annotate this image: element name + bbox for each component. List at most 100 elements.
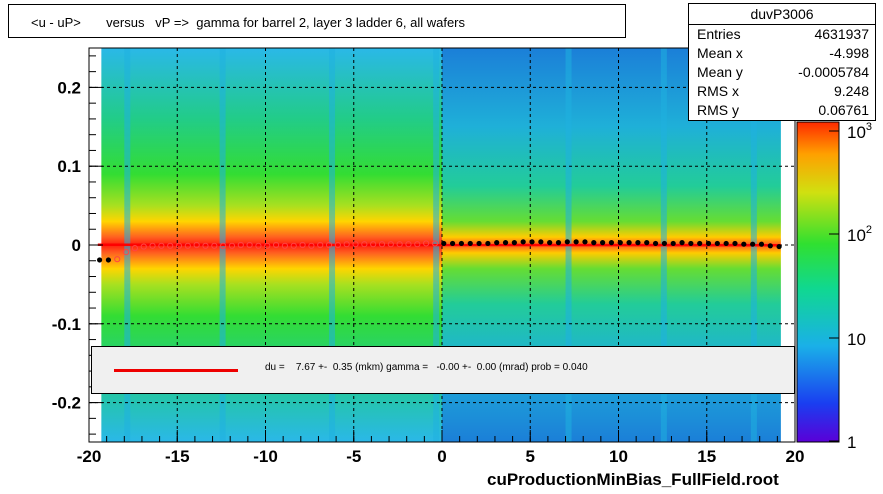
profile-point [387,241,394,248]
profile-point [652,240,659,247]
stats-label: RMS x [697,83,739,99]
profile-point [281,242,289,249]
x-tick-label: 20 [786,447,805,466]
z-tick-label: 1 [847,433,856,452]
x-tick-label: 0 [437,447,446,466]
profile-point [414,241,421,248]
profile-point [547,240,553,246]
profile-point [202,242,209,249]
profile-point [299,241,306,249]
profile-point [325,241,333,249]
profile-point [529,239,535,245]
profile-point [776,243,782,250]
profile-point [670,240,676,247]
stats-row: Mean x -4.998 [689,44,875,63]
fit-legend-line [114,369,238,372]
profile-point [167,242,174,249]
profile-point [626,240,632,246]
profile-point [361,241,368,248]
stats-value: 0.06761 [818,102,869,118]
y-tick-label: 0 [72,236,81,255]
y-tick-label: -0.1 [52,315,81,334]
profile-point [334,241,341,249]
profile-point [184,242,191,249]
profile-point [228,242,236,249]
profile-point [485,240,491,247]
profile-point [378,241,386,248]
profile-point [732,240,738,247]
profile-point [211,242,218,249]
profile-point [423,240,430,247]
profile-point [343,241,350,248]
profile-point [131,245,138,252]
profile-point [96,257,103,263]
x-tick-label: -5 [346,447,361,466]
profile-point [573,239,579,245]
stats-row: Mean y -0.0005784 [689,63,875,82]
profile-point [494,240,500,246]
profile-point [255,242,262,249]
profile-point [502,240,509,246]
profile-point [396,241,403,248]
y-tick-label: 0.2 [57,78,81,97]
profile-point [220,242,227,249]
stats-box: duvP3006 Entries 4631937 Mean x -4.998 Mea… [688,3,876,121]
profile-point [758,241,765,247]
z-tick-label: 102 [847,224,872,245]
stats-value: 9.248 [833,83,869,99]
profile-point [600,240,606,246]
profile-point [644,240,650,246]
profile-point [741,241,747,247]
profile-point [476,240,482,247]
profile-point [617,240,623,246]
profile-point [272,241,280,249]
profile-point [246,241,253,249]
stats-row: Entries 4631937 [689,25,875,44]
x-tick-label: -20 [77,447,102,466]
y-tick-label: 0.1 [57,157,81,176]
profile-point [608,240,615,246]
footer-filename: cuProductionMinBias_FullField.root [487,470,779,489]
stats-row: RMS y 0.06761 [689,101,875,120]
stats-value: 4631937 [814,26,869,42]
x-tick-label: -15 [165,447,190,466]
profile-point [449,240,456,247]
profile-point [405,241,412,248]
x-tick-label: -10 [253,447,278,466]
stats-label: Mean x [697,45,743,61]
stats-row: RMS x 9.248 [689,82,875,101]
profile-point [441,240,447,247]
x-tick-label: 5 [526,447,535,466]
profile-point [688,240,694,247]
profile-point [538,239,544,245]
profile-point [458,240,465,247]
title-box: <u - uP> versus vP => gamma for barrel 2… [8,4,626,38]
profile-point [264,242,271,249]
profile-point [105,257,112,263]
x-tick-label: 15 [697,447,716,466]
profile-point [149,242,156,249]
profile-point [582,239,588,245]
profile-point [158,242,165,249]
stats-name: duvP3006 [689,4,875,25]
profile-point [175,242,183,249]
profile-point [555,240,562,246]
profile-point [290,242,297,249]
fit-legend-text: du = 7.67 +- 0.35 (mkm) gamma = -0.00 +-… [265,362,588,373]
profile-point [697,240,703,247]
profile-point [591,240,597,246]
y-tick-label: -0.2 [52,394,81,413]
profile-point [635,240,641,246]
profile-point [352,241,359,248]
stats-label: RMS y [697,102,739,118]
profile-point [679,240,685,246]
profile-point [511,240,517,246]
profile-point [122,248,130,256]
profile-point [317,241,324,249]
profile-point [308,242,315,249]
profile-point [140,243,147,250]
z-color-scale [796,121,840,443]
profile-point [661,240,667,247]
z-tick-label: 103 [847,121,872,142]
stats-value: -0.0005784 [798,64,869,80]
